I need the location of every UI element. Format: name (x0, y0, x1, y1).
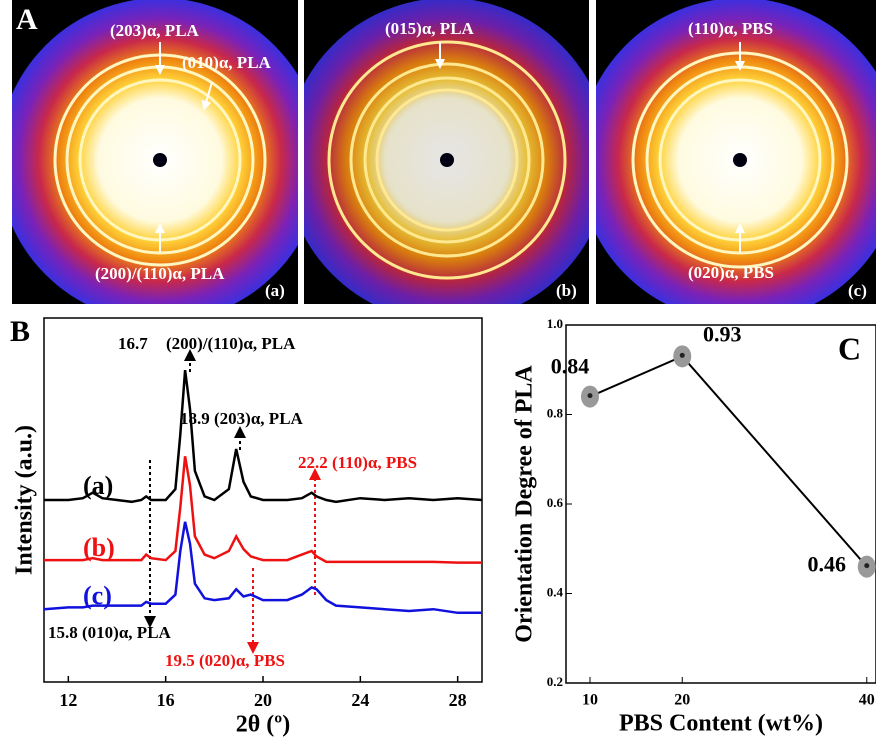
image-tag: (c) (848, 281, 867, 300)
annotation: (020)α, PBS (688, 263, 774, 282)
x-axis-title: 2θ (º) (236, 712, 290, 737)
panel-b: B 16.7 (200)/(110)α, PLA 18.9 (203)α, PL… (10, 315, 417, 670)
y-tick-label: 0.4 (547, 584, 564, 599)
y-tick-label: 1.0 (547, 316, 563, 331)
annotation: 15.8 (010)α, PLA (48, 623, 172, 642)
image-tag: (b) (556, 281, 577, 300)
legend-label: (b) (83, 533, 115, 562)
point-core (864, 563, 870, 569)
series-line (44, 456, 482, 564)
x-axis-title: PBS Content (wt%) (619, 711, 823, 737)
annotation: (110)α, PBS (688, 19, 773, 38)
series-line (43, 521, 482, 615)
annotation: (200)/(110)α, PLA (166, 334, 296, 353)
point-core (679, 352, 685, 358)
legend-label: (c) (83, 581, 112, 610)
y-tick-label: 0.2 (547, 674, 563, 689)
plot-frame (565, 324, 876, 684)
image-tag: (a) (265, 281, 285, 300)
x-tick-label: 20 (674, 692, 690, 709)
arrows (144, 349, 321, 654)
annotation: (200)/(110)α, PLA (95, 264, 225, 283)
x-tick-label: 12 (59, 690, 77, 710)
annotation: 22.2 (110)α, PBS (298, 453, 417, 472)
point-core (587, 393, 593, 399)
annotation: 16.7 (118, 334, 148, 353)
waxd-image (12, 0, 298, 304)
annotation: 18.9 (203)α, PLA (180, 409, 304, 428)
annotation: 19.5 (020)α, PBS (165, 651, 285, 670)
y-tick-label: 0.8 (547, 405, 564, 420)
x-tick-label: 28 (449, 690, 467, 710)
y-tick-label: 0.6 (547, 495, 564, 510)
panel-label: A (16, 3, 38, 36)
connecting-line (589, 355, 868, 568)
series-line (44, 369, 483, 504)
panel-c: C (838, 330, 861, 366)
annotation: (015)α, PLA (385, 19, 475, 38)
panel-label: C (838, 330, 861, 366)
data-label: 0.84 (551, 354, 590, 379)
panel-a: A (203)α, PLA (010)α, PLA (200)/(110)α, … (12, 0, 876, 304)
panel-label: B (10, 315, 30, 348)
legend-label: (a) (83, 471, 113, 500)
x-tick-label: 24 (351, 690, 369, 710)
annotation: (203)α, PLA (110, 21, 200, 40)
annotation: (010)α, PLA (182, 53, 272, 72)
x-tick-label: 10 (582, 692, 598, 709)
waxd-image (596, 0, 876, 304)
arrows (155, 42, 745, 252)
data-label: 0.93 (703, 321, 742, 346)
data-label: 0.46 (808, 552, 847, 577)
waxd-image (304, 0, 589, 304)
x-tick-label: 20 (254, 690, 272, 710)
x-tick-label: 16 (157, 690, 175, 710)
y-axis-title: Orientation Degree of PLA (512, 365, 538, 643)
y-axis-title: Intensity (a.u.) (12, 425, 38, 575)
x-tick-label: 40 (859, 692, 875, 709)
